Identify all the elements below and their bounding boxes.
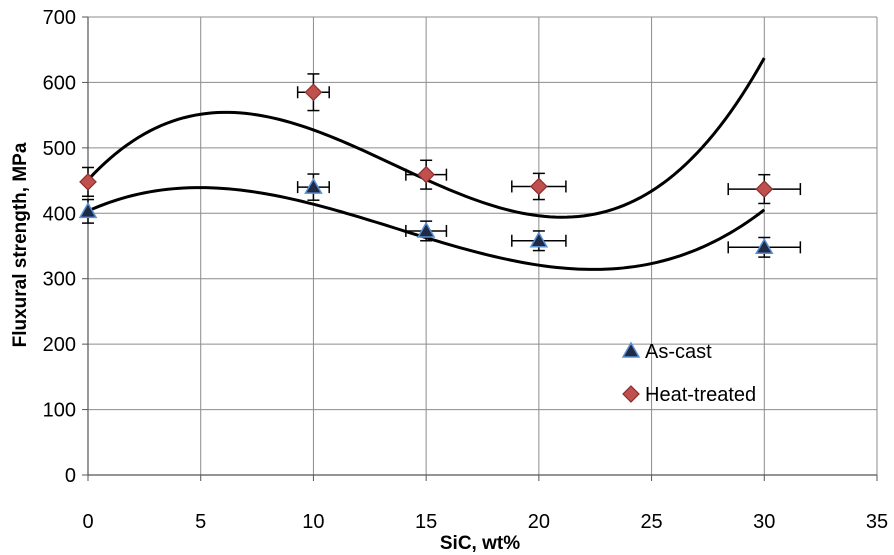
legend-label-0: As-cast [645, 341, 712, 363]
y-tick-label-400: 400 [43, 203, 76, 225]
as-cast-point-3 [529, 231, 549, 248]
x-tick-label-0: 0 [82, 511, 93, 533]
as-cast-point-0 [78, 201, 98, 219]
legend: As-cast Heat-treated [621, 341, 756, 406]
axes [82, 16, 878, 481]
grid [88, 16, 878, 475]
heat-treated-point-1 [304, 83, 323, 102]
error-bars [82, 73, 802, 258]
heat-treated-point-2 [417, 165, 435, 184]
heat-treated-point-3 [530, 177, 548, 196]
y-tick-label-200: 200 [43, 334, 76, 356]
data-points [78, 83, 774, 255]
x-tick-label-35: 35 [866, 511, 888, 533]
heat-treated-point-0 [79, 173, 97, 191]
legend-label-1: Heat-treated [645, 384, 756, 406]
x-tick-label-5: 5 [195, 511, 206, 533]
x-tick-label-20: 20 [528, 511, 550, 533]
legend-marker-1 [622, 385, 640, 403]
legend-marker-0 [621, 341, 641, 358]
as-cast-point-1 [304, 177, 323, 194]
y-tick-label-300: 300 [43, 269, 76, 291]
x-tick-label-30: 30 [753, 511, 775, 533]
x-tick-label-25: 25 [640, 511, 662, 533]
y-tick-label-700: 700 [43, 7, 76, 29]
tick-labels: 0 100 200 300 400 500 600 700 0 5 10 15 20 25 30 35 [43, 7, 889, 533]
x-tick-label-15: 15 [415, 511, 437, 533]
as-cast-point-4 [754, 237, 774, 255]
y-tick-label-0: 0 [65, 465, 76, 487]
x-tick-label-10: 10 [302, 511, 324, 533]
x-axis-title: SiC, wt% [440, 533, 520, 554]
y-tick-label-600: 600 [43, 72, 76, 94]
y-tick-label-100: 100 [43, 400, 76, 422]
y-axis-title: Fluxural strength, MPa [10, 142, 31, 347]
heat-treated-point-4 [755, 180, 774, 198]
y-tick-label-500: 500 [43, 138, 76, 160]
as-cast-point-2 [416, 221, 436, 238]
